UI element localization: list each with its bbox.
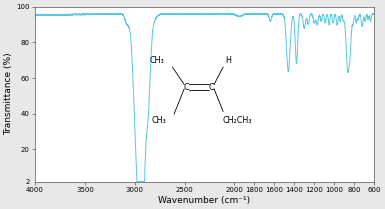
Text: C: C xyxy=(183,83,189,92)
Text: C: C xyxy=(209,83,214,92)
Text: CH₂CH₃: CH₂CH₃ xyxy=(222,116,251,125)
Text: H: H xyxy=(225,56,231,65)
X-axis label: Wavenumber (cm⁻¹): Wavenumber (cm⁻¹) xyxy=(159,196,251,205)
Text: CH₃: CH₃ xyxy=(151,116,166,125)
Text: 2: 2 xyxy=(25,178,29,185)
Y-axis label: Transmittance (%): Transmittance (%) xyxy=(4,53,13,135)
Text: CH₃: CH₃ xyxy=(150,56,164,65)
